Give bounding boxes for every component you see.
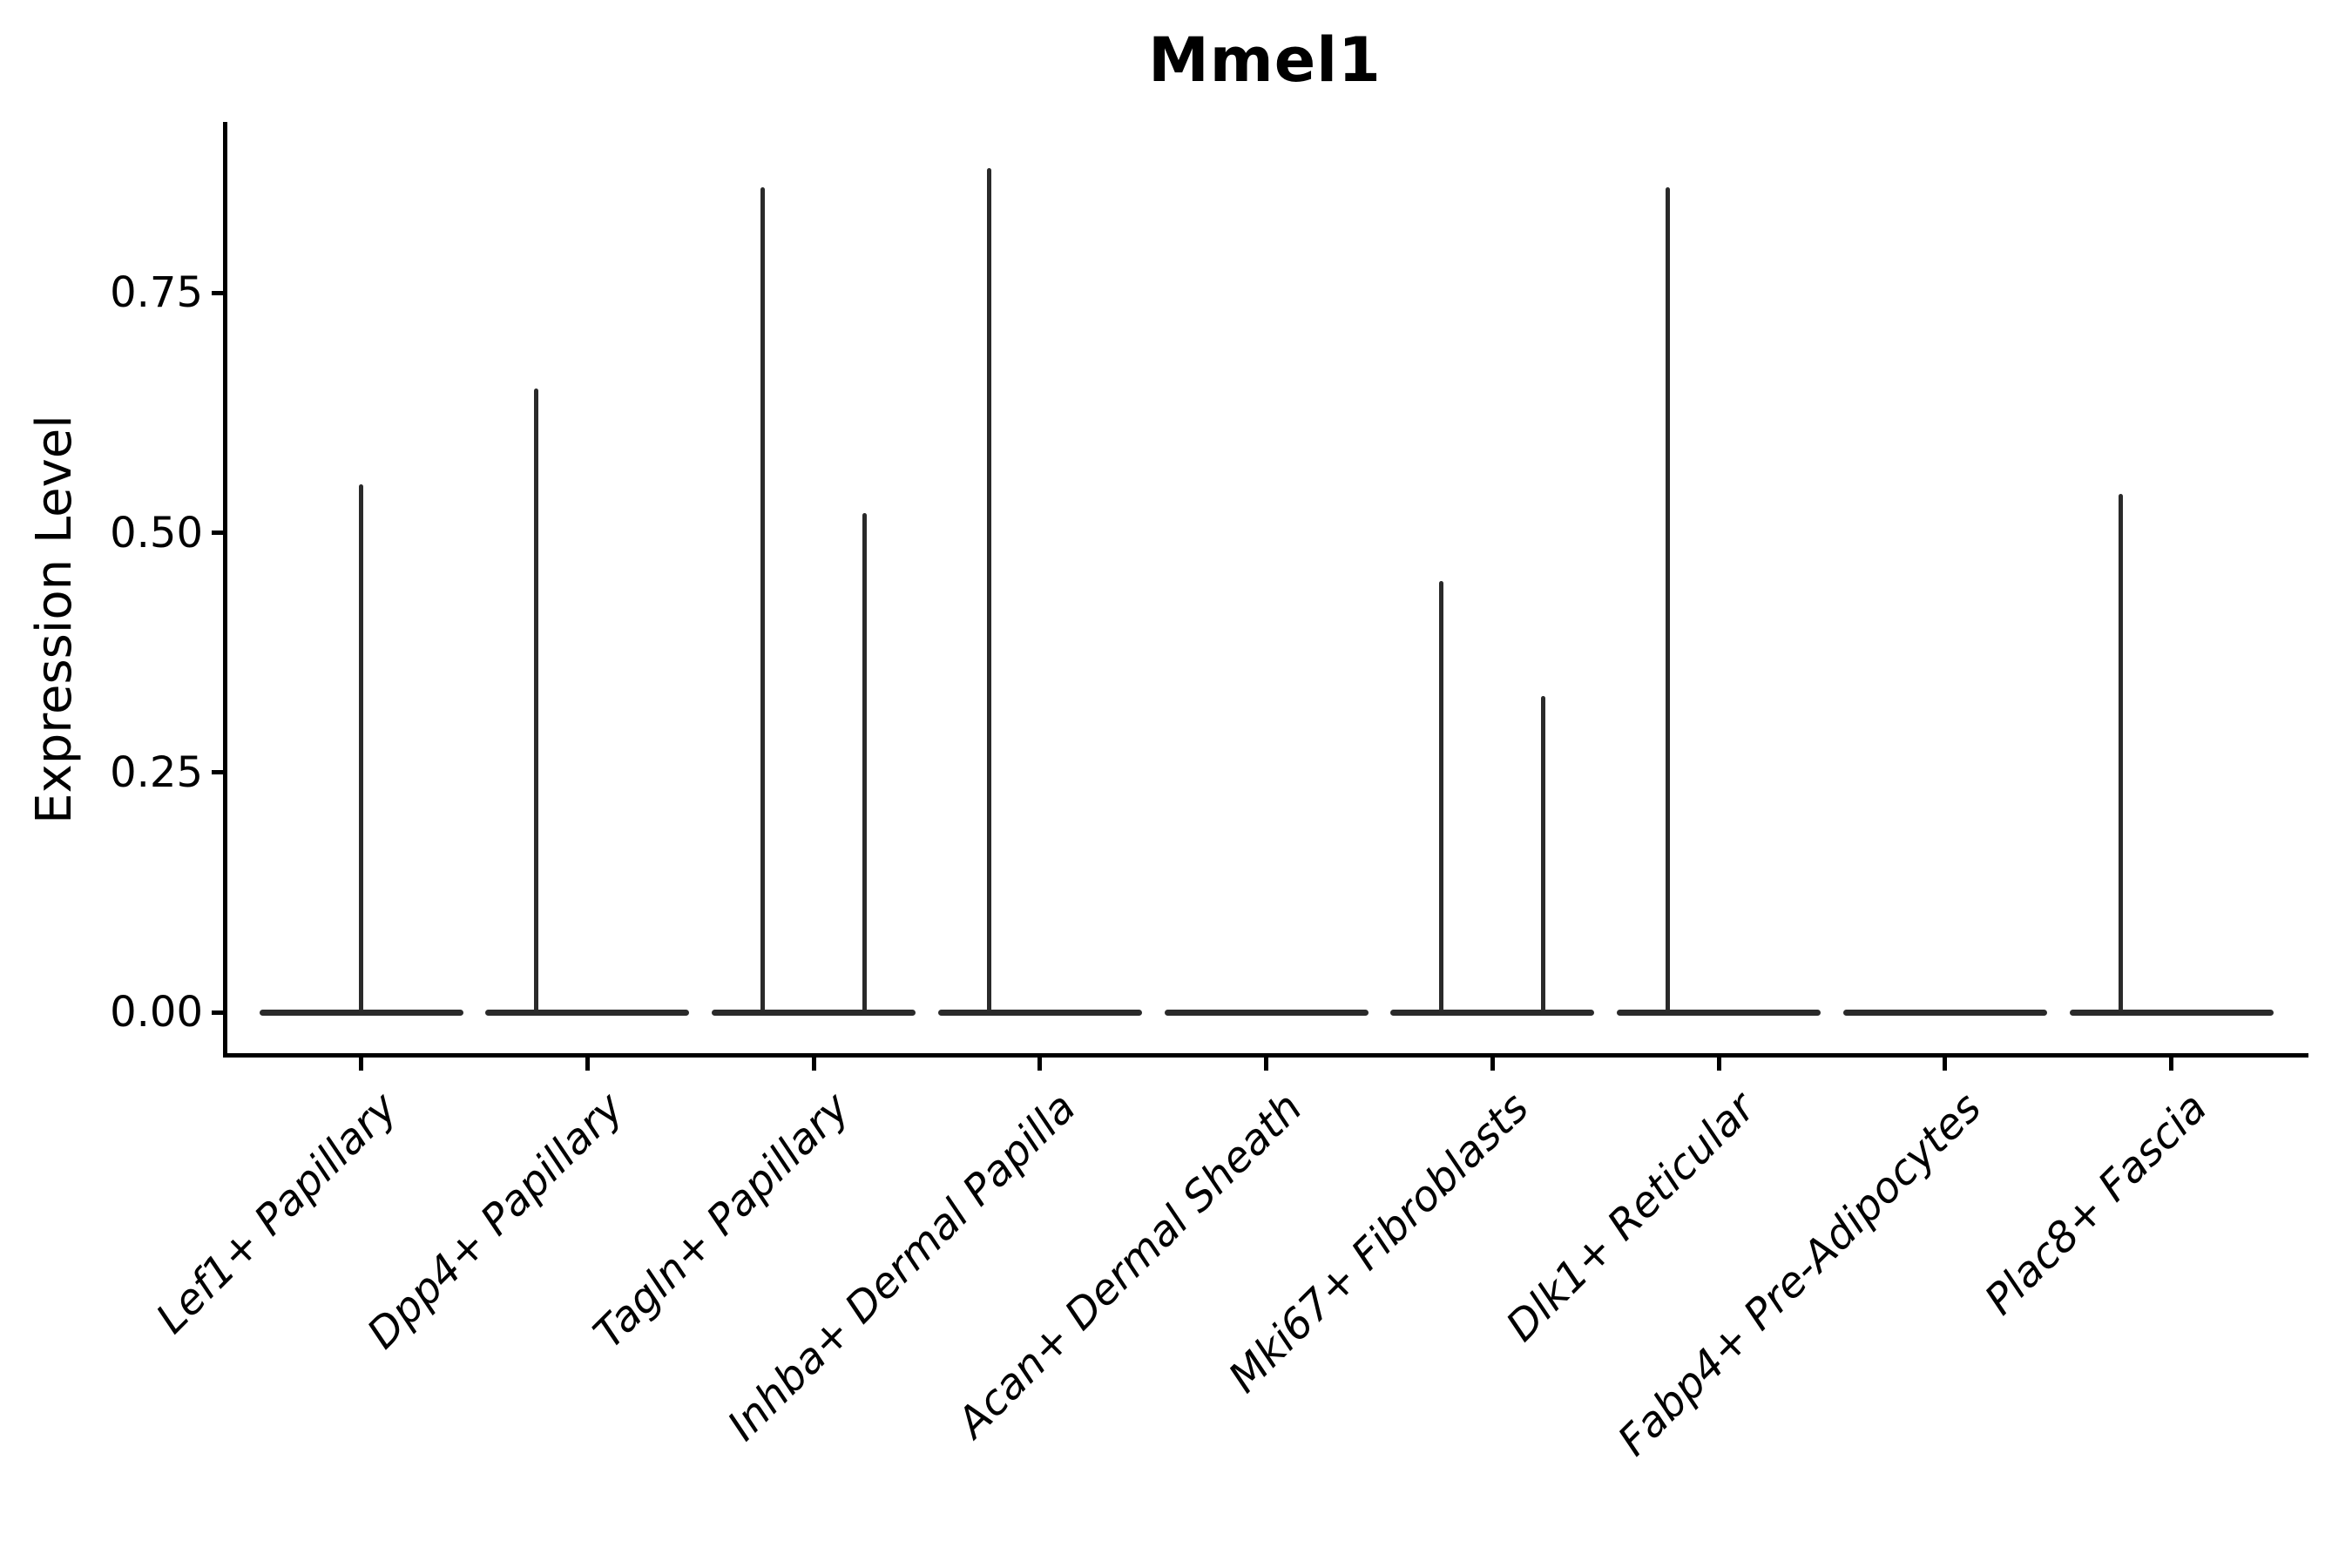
violin-spike [1439,580,1444,1012]
violin-baseline [1617,1009,1821,1016]
violin-spike [862,513,868,1012]
x-tick-mark [2169,1053,2174,1071]
violin-baseline [1842,1009,2047,1016]
violin-spike [534,389,539,1012]
violin-baseline [1390,1009,1595,1016]
x-tick-mark [1037,1053,1043,1071]
y-tick-label: 0.75 [110,268,203,318]
x-tick-label: Lef1+ Papillary [146,1083,407,1343]
violin-spike [1666,187,1671,1012]
violin-spike [760,187,766,1012]
violin-baseline [937,1009,1142,1016]
y-tick-label: 0.50 [110,508,203,558]
violin-baseline [1164,1009,1369,1016]
chart-title: Mmel1 [1148,24,1382,96]
x-tick-mark [811,1053,816,1071]
y-tick-mark [212,1010,225,1015]
violin-baseline [2069,1009,2274,1016]
y-tick-mark [212,770,225,775]
y-tick-mark [212,290,225,295]
violin-spike [2118,494,2123,1012]
x-tick-label: Plac8+ Fascia [1976,1083,2217,1325]
violin-spike [986,168,991,1012]
x-tick-mark [1716,1053,1721,1071]
x-tick-mark [1264,1053,1269,1071]
violin-spike [1541,695,1546,1012]
x-tick-mark [585,1053,590,1071]
y-tick-label: 0.25 [110,747,203,797]
x-tick-label: Dlk1+ Reticular [1497,1083,1765,1351]
violin-spike [359,484,364,1012]
y-axis-title: Expression Level [26,415,83,824]
x-tick-mark [1943,1053,1948,1071]
y-tick-mark [212,531,225,535]
violin-baseline [259,1009,463,1016]
x-tick-mark [359,1053,364,1071]
x-tick-mark [1490,1053,1495,1071]
y-tick-label: 0.00 [110,988,203,1037]
y-axis-line [223,122,227,1058]
violin-baseline [485,1009,690,1016]
violin-baseline [712,1009,916,1016]
x-tick-label: Fabp4+ Pre-Adipocytes [1608,1083,1991,1466]
